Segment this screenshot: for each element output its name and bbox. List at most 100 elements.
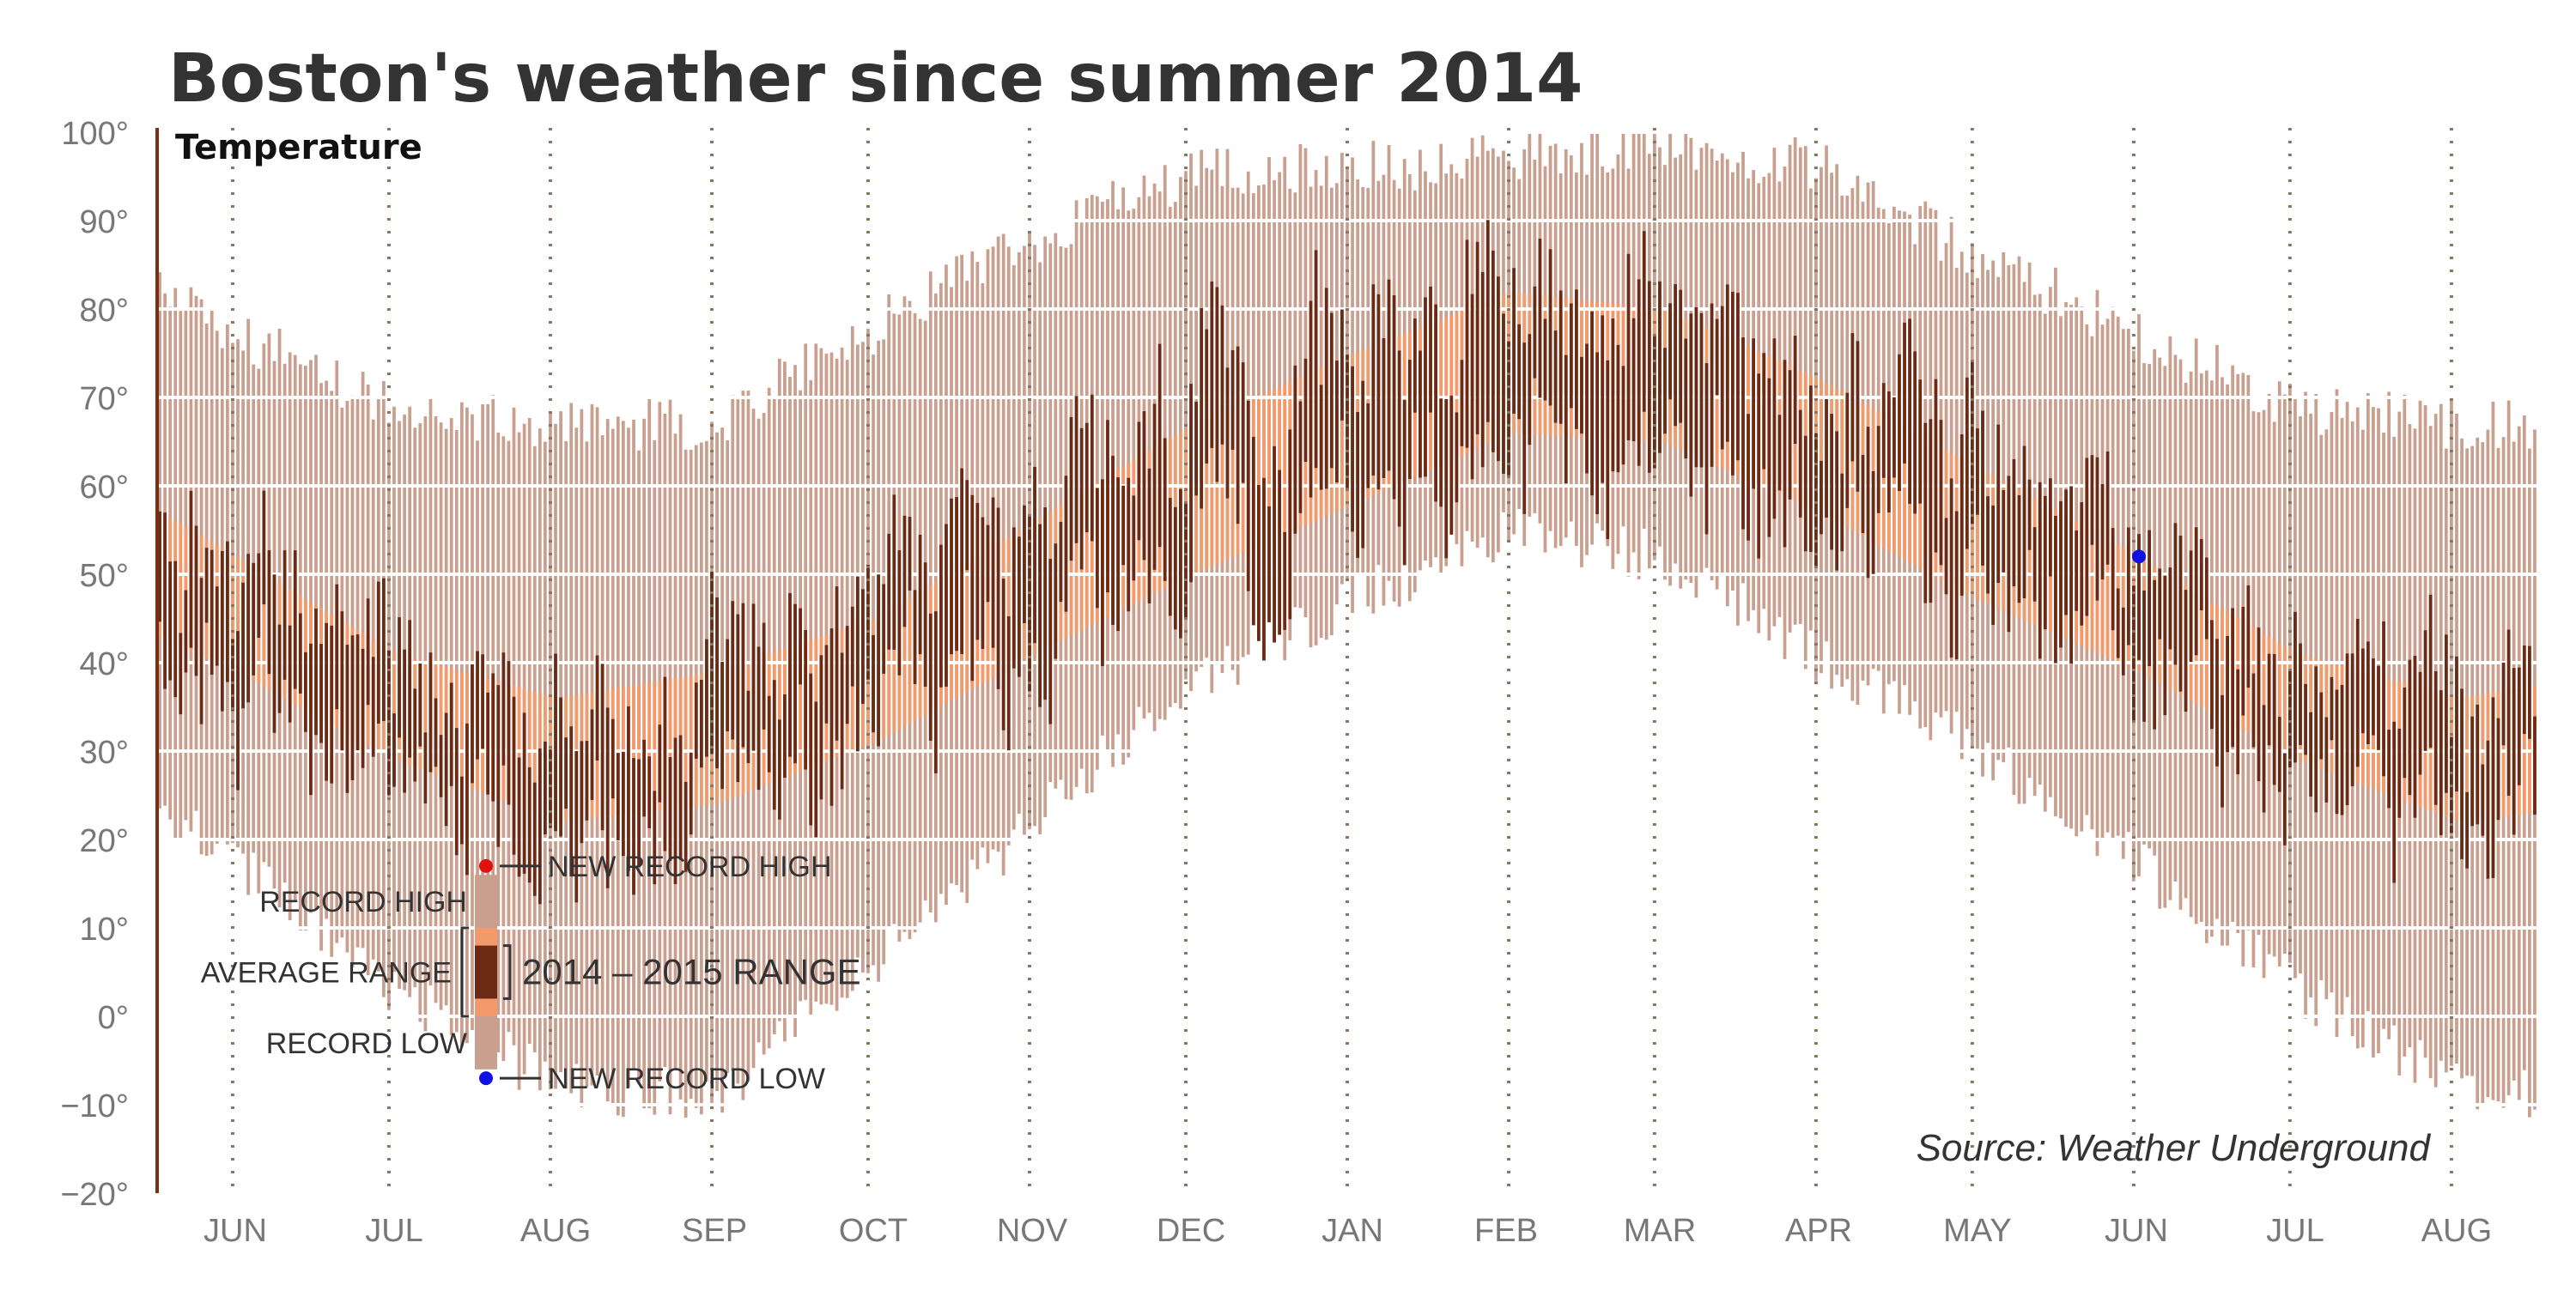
legend-label: NEW RECORD LOW: [548, 1063, 825, 1095]
actual-range-bar: [1512, 268, 1516, 414]
actual-range-bar: [2382, 621, 2385, 777]
actual-range-bar: [694, 682, 698, 759]
actual-range-bar: [1485, 220, 1490, 422]
actual-range-bar: [1830, 414, 1833, 550]
actual-range-bar: [163, 512, 167, 689]
actual-range-bar: [1397, 350, 1401, 527]
actual-range-bar: [2423, 630, 2427, 751]
average-range-bar: [918, 591, 922, 718]
actual-range-bar: [293, 550, 297, 689]
actual-range-bar: [319, 644, 323, 743]
actual-range-bar: [1210, 281, 1214, 448]
actual-range-bar: [1949, 478, 1953, 658]
actual-range-bar: [361, 648, 365, 768]
actual-range-bar: [1455, 412, 1459, 503]
actual-range-bar: [678, 735, 683, 860]
actual-range-bar: [872, 634, 875, 733]
actual-range-bar: [767, 695, 771, 773]
actual-range-bar: [1820, 460, 1823, 535]
chart-subtitle: Temperature: [175, 128, 422, 167]
actual-range-bar: [2355, 619, 2360, 767]
actual-range-bar: [2085, 458, 2089, 616]
average-range-bar: [1444, 318, 1449, 464]
actual-range-bar: [1288, 429, 1292, 620]
actual-range-bar: [996, 507, 1000, 689]
actual-range-bar: [783, 694, 787, 779]
actual-range-bar: [1012, 527, 1016, 669]
actual-range-bar: [1079, 427, 1084, 570]
legend-actual-bracket: [503, 944, 512, 1000]
actual-range-bar: [2350, 653, 2354, 786]
x-tick-label: NOV: [997, 1213, 1068, 1249]
actual-range-bar: [2163, 575, 2167, 716]
x-tick-label: OCT: [839, 1213, 908, 1249]
actual-range-bar: [1351, 366, 1354, 532]
actual-range-bar: [403, 649, 406, 793]
actual-range-bar: [2090, 455, 2094, 545]
average-range-bar: [2204, 598, 2208, 710]
new-record-points: [2131, 549, 2146, 564]
actual-range-bar: [1278, 470, 1282, 635]
x-tick-label: SEP: [682, 1213, 747, 1249]
actual-range-bar: [1017, 536, 1021, 677]
actual-range-bar: [2262, 705, 2266, 813]
actual-range-bar: [762, 622, 766, 730]
actual-range-bar: [663, 676, 667, 852]
legend-label: RECORD LOW: [266, 1027, 467, 1060]
actual-range-bar: [2194, 527, 2198, 656]
actual-range-bar: [1606, 360, 1610, 540]
actual-range-bar: [746, 690, 750, 763]
actual-range-bar: [340, 611, 344, 751]
actual-range-bar: [1376, 294, 1381, 490]
actual-range-bar: [1168, 498, 1172, 616]
actual-range-bar: [2314, 666, 2318, 813]
actual-range-bar: [283, 550, 287, 680]
actual-range-bar: [236, 631, 240, 791]
actual-range-bar: [1621, 366, 1625, 465]
actual-range-bar: [1533, 286, 1537, 379]
actual-range-bar: [1898, 354, 1901, 492]
actual-range-bar: [2282, 753, 2287, 846]
actual-range-bar: [595, 655, 599, 761]
actual-range-bar: [1580, 356, 1583, 434]
average-range-bar: [986, 550, 990, 681]
actual-range-bar: [2470, 716, 2475, 827]
average-range-bar: [2324, 661, 2329, 772]
actual-range-bar: [928, 613, 933, 741]
actual-range-bar: [1825, 398, 1828, 518]
actual-range-bar: [1111, 455, 1115, 625]
actual-range-bar: [387, 650, 391, 796]
actual-range-bar: [1871, 470, 1875, 574]
y-tick-label: 60°: [80, 470, 129, 506]
actual-range-bar: [1783, 360, 1787, 548]
actual-range-bar: [2293, 611, 2297, 763]
actual-range-bar: [418, 664, 422, 747]
actual-range-bar: [549, 749, 552, 828]
actual-range-bar: [2236, 669, 2240, 775]
actual-range-bar: [580, 741, 584, 844]
actual-range-bar: [303, 652, 307, 732]
actual-range-bar: [2022, 445, 2026, 599]
average-range-bar: [517, 687, 521, 807]
actual-range-bar: [2324, 717, 2329, 803]
actual-range-bar: [2168, 567, 2172, 650]
actual-range-bar: [2528, 646, 2531, 739]
actual-range-bar: [1309, 300, 1313, 498]
actual-range-bar: [189, 490, 193, 648]
average-range-bar: [1971, 464, 1974, 597]
average-range-bar: [1074, 494, 1078, 633]
actual-range-bar: [933, 611, 938, 773]
average-range-bar: [965, 563, 969, 693]
average-range-bar: [653, 682, 657, 812]
actual-range-bar: [2173, 523, 2178, 665]
actual-range-bar: [1631, 318, 1636, 441]
actual-range-bar: [653, 791, 657, 885]
legend-label: NEW RECORD HIGH: [548, 851, 832, 883]
new-record-point: [2131, 549, 2146, 564]
average-range-bar: [799, 643, 802, 772]
actual-range-bar: [1444, 399, 1449, 559]
actual-range-bar: [861, 589, 865, 704]
actual-range-bar: [2408, 659, 2412, 796]
actual-range-bar: [1346, 355, 1349, 488]
